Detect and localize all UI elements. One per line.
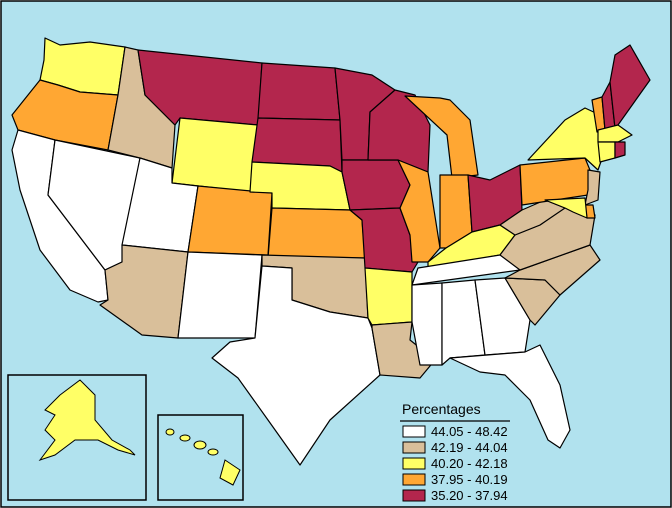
state-CO — [187, 185, 273, 256]
states — [11, 37, 651, 466]
state-HI — [165, 428, 241, 486]
legend-label: 35.20 - 37.94 — [431, 488, 508, 503]
state-WY — [171, 117, 259, 193]
legend-swatch — [402, 441, 426, 454]
state-MA — [597, 124, 633, 143]
state-IL — [397, 159, 441, 263]
state-AK — [38, 379, 136, 461]
state-NM — [177, 251, 263, 339]
legend-swatch — [402, 457, 426, 470]
legend-swatch — [402, 473, 426, 486]
state-AR — [364, 267, 413, 326]
legend-title: Percentages — [402, 401, 481, 417]
state-MS — [411, 282, 443, 366]
legend-swatch — [402, 425, 426, 438]
state-ND — [257, 62, 341, 121]
alaska-inset-frame — [7, 374, 147, 501]
state-TX — [211, 265, 381, 466]
hawaii-inset — [157, 414, 244, 501]
state-CT — [597, 141, 616, 163]
legend-label: 40.20 - 42.18 — [431, 456, 508, 471]
legend-label: 42.19 - 44.04 — [431, 440, 508, 455]
state-RI — [614, 141, 626, 159]
legend-swatch — [402, 489, 426, 502]
state-KS — [267, 207, 366, 259]
legend-label: 37.95 - 40.19 — [431, 472, 508, 487]
hawaii-inset-frame — [157, 414, 244, 501]
legend-label: 44.05 - 48.42 — [431, 424, 508, 439]
alaska-inset — [7, 374, 147, 501]
state-MD — [544, 197, 588, 219]
state-MI — [404, 95, 479, 179]
state-WI — [367, 89, 431, 173]
state-FL — [449, 344, 571, 449]
state-IA — [341, 159, 411, 211]
state-NJ — [584, 169, 601, 206]
